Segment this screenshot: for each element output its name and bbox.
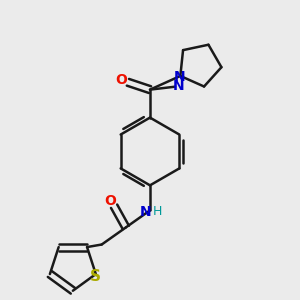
Text: O: O xyxy=(105,194,116,208)
Text: H: H xyxy=(153,205,162,218)
Text: N: N xyxy=(140,205,152,218)
Text: N: N xyxy=(174,70,186,83)
Text: S: S xyxy=(90,269,101,284)
Text: N: N xyxy=(173,79,185,93)
Text: O: O xyxy=(116,73,128,87)
